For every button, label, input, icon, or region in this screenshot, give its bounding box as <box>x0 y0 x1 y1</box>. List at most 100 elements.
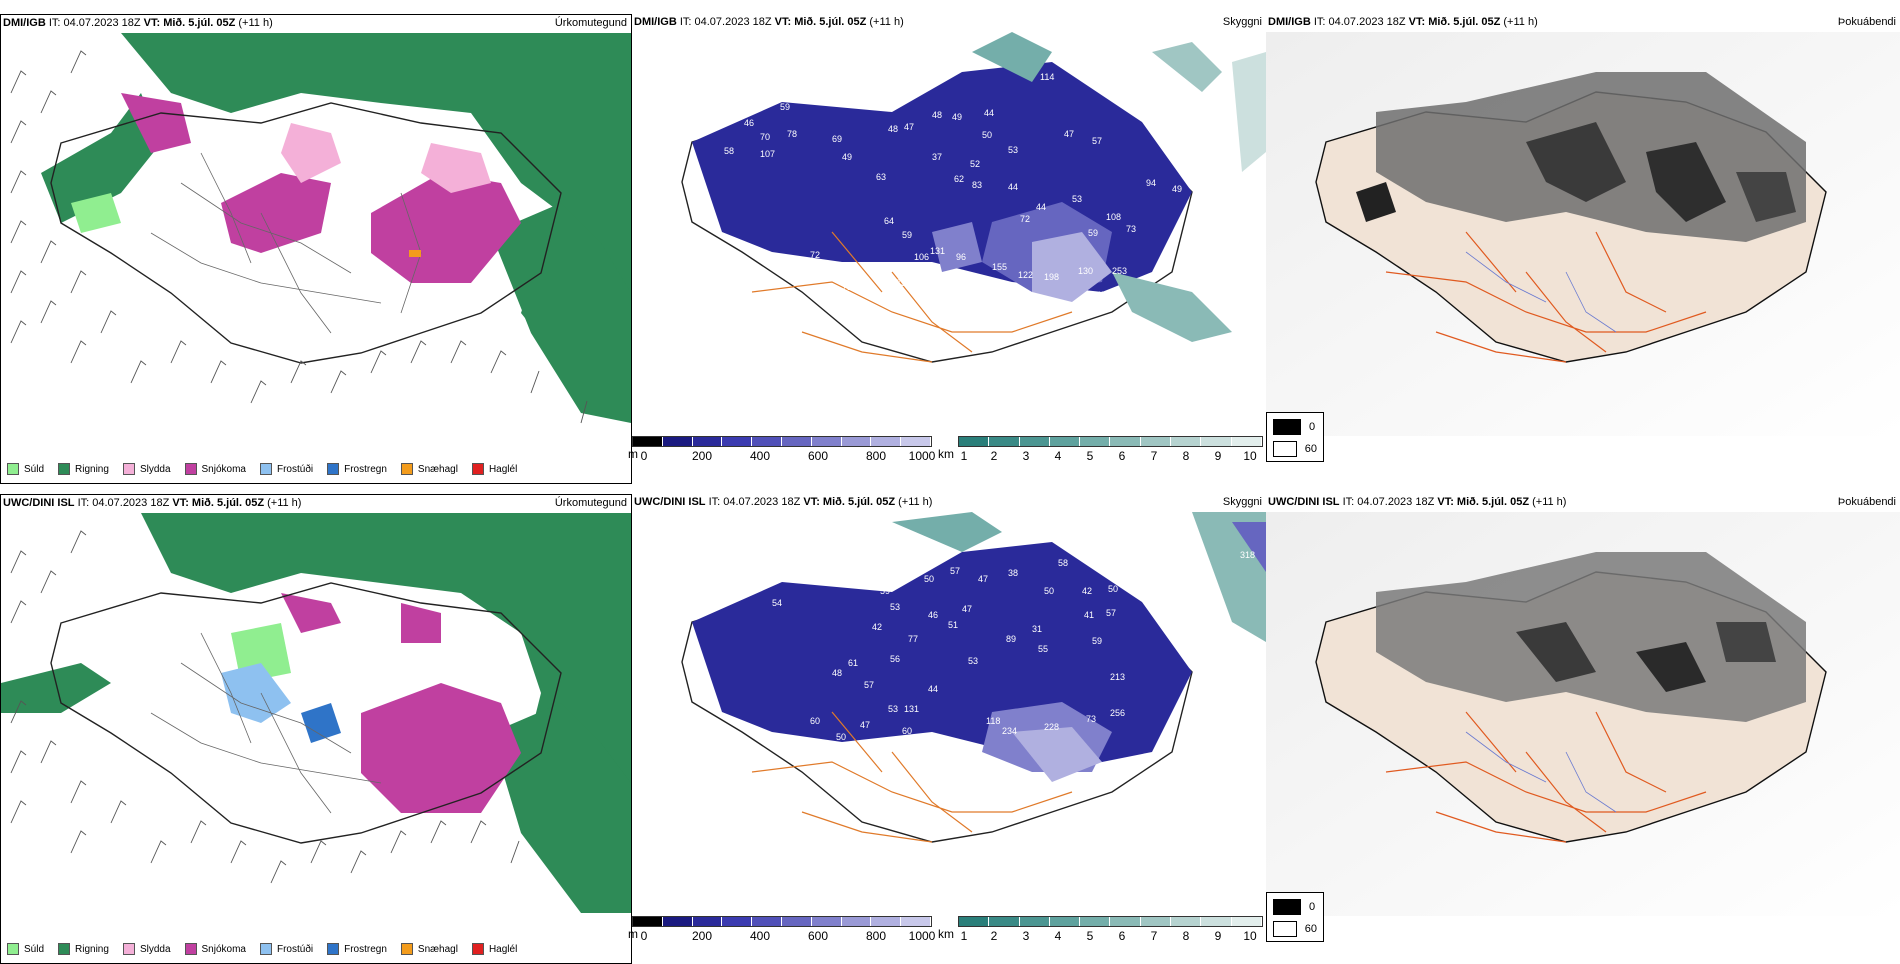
map-label: 50 <box>836 732 846 742</box>
map-label: 456 <box>1096 290 1111 300</box>
map-label: 44 <box>928 684 938 694</box>
map-label: 49 <box>842 152 852 162</box>
map-label: 83 <box>972 180 982 190</box>
map-label: 96 <box>956 252 966 262</box>
height-colorbar-swatches <box>632 436 932 447</box>
map-label: 69 <box>800 574 810 584</box>
map-label: 53 <box>1072 194 1082 204</box>
map-label: 44 <box>984 108 994 118</box>
precip-type-panel: DMI/IGB IT: 04.07.2023 18Z VT: Mið. 5.jú… <box>0 14 632 484</box>
precip-type-legend: Súld Rigning Slydda Snjókoma Frostúði Fr… <box>7 461 517 477</box>
height-colorbar: m 0 200 400 600 800 1000 <box>628 916 936 946</box>
legend-swatch <box>471 463 484 475</box>
map-label: 46 <box>928 610 938 620</box>
map-label: 50 <box>982 130 992 140</box>
map-label: 256 <box>1110 708 1125 718</box>
legend-item: Haglél <box>471 943 517 955</box>
panel-header: DMI/IGB IT: 04.07.2023 18Z VT: Mið. 5.jú… <box>1268 16 1896 28</box>
map-label: 44 <box>762 558 772 568</box>
map-label: 59 <box>880 586 890 596</box>
map-label: 253 <box>1112 266 1127 276</box>
map-label: 59 <box>1092 636 1102 646</box>
map-label: 48 <box>888 124 898 134</box>
map-label: 318 <box>1240 550 1255 560</box>
map-label: 52 <box>970 159 980 169</box>
map-label: 107 <box>760 149 775 159</box>
panel-header: UWC/DINI ISL IT: 04.07.2023 18Z VT: Mið.… <box>3 497 627 509</box>
map-label: 72 <box>1020 214 1030 224</box>
map-label: 58 <box>724 146 734 156</box>
map-label: 106 <box>914 252 929 262</box>
map-label: 46 <box>744 118 754 128</box>
map-label: 73 <box>1126 224 1136 234</box>
precip-type-legend: Súld Rigning Slydda Snjókoma Frostúði Fr… <box>7 941 517 957</box>
map-label: 47 <box>978 574 988 584</box>
fog-map-svg <box>1266 512 1900 916</box>
legend-item: Slydda <box>122 943 171 955</box>
map-label: 49 <box>1172 184 1182 194</box>
legend-item: Súld <box>7 463 44 475</box>
map-label: 73 <box>896 278 906 288</box>
map-label: 57 <box>864 680 874 690</box>
map-label: 89 <box>1006 634 1016 644</box>
map-label: 54 <box>772 598 782 608</box>
map-label: 47 <box>962 604 972 614</box>
legend-swatch <box>259 943 272 955</box>
map-label: 38 <box>1008 568 1018 578</box>
fog-map <box>1266 32 1900 441</box>
precip-type-panel: UWC/DINI ISL IT: 04.07.2023 18Z VT: Mið.… <box>0 494 632 964</box>
map-label: 49 <box>952 112 962 122</box>
map-label: 53 <box>890 602 900 612</box>
panel-title: Skyggni <box>1222 496 1262 508</box>
map-label: 228 <box>1044 722 1059 732</box>
map-label: 60 <box>810 716 820 726</box>
map-label: 60 <box>730 560 740 570</box>
map-label: 57 <box>1092 136 1102 146</box>
map-label: 59 <box>902 230 912 240</box>
panel-header: UWC/DINI ISL IT: 04.07.2023 18Z VT: Mið.… <box>634 496 1262 508</box>
visibility-unit: km <box>938 447 954 461</box>
height-ticks: 0 200 400 600 800 1000 <box>640 929 936 943</box>
map-label: 78 <box>787 129 797 139</box>
map-label: 72 <box>760 94 770 104</box>
legend-swatch <box>400 943 413 955</box>
legend-swatch <box>400 463 413 475</box>
map-label: 62 <box>776 540 786 550</box>
map-label: 63 <box>876 172 886 182</box>
map-label: 77 <box>908 634 918 644</box>
visibility-labels: 60 62 44 38 50 57 69 54 59 53 50 57 47 3… <box>730 540 1255 742</box>
map-label: 50 <box>1108 584 1118 594</box>
legend-item: Frostregn <box>327 463 387 475</box>
precip-map <box>1 513 631 922</box>
legend-swatch <box>327 463 340 475</box>
legend-swatch <box>184 943 197 955</box>
map-label: 94 <box>1146 178 1156 188</box>
map-label: 62 <box>954 174 964 184</box>
legend-swatch <box>58 943 71 955</box>
visibility-panel: UWC/DINI ISL IT: 04.07.2023 18Z VT: Mið.… <box>632 494 1266 964</box>
visibility-map-svg: 60 55 72 59 46 70 78 58 107 69 49 48 47 … <box>632 32 1266 436</box>
visibility-colorbar: km 1 2 3 4 5 6 7 8 9 10 <box>938 916 1263 946</box>
map-label: 61 <box>848 658 858 668</box>
map-label: 50 <box>924 574 934 584</box>
legend-item: Rigning <box>58 943 109 955</box>
map-label: 55 <box>772 76 782 86</box>
map-label: 31 <box>1032 624 1042 634</box>
map-label: 69 <box>832 134 842 144</box>
legend-swatch <box>58 463 71 475</box>
map-label: 47 <box>904 122 914 132</box>
panel-title: Úrkomutegund <box>554 17 627 29</box>
row-2: UWC/DINI ISL IT: 04.07.2023 18Z VT: Mið.… <box>0 494 1900 964</box>
map-label: 59 <box>780 102 790 112</box>
height-ticks: 0 200 400 600 800 1000 <box>640 449 936 463</box>
visibility-map: 60 62 44 38 50 57 69 54 59 53 50 57 47 3… <box>632 512 1266 921</box>
visibility-map: 60 55 72 59 46 70 78 58 107 69 49 48 47 … <box>632 32 1266 441</box>
legend-item: Haglél <box>471 463 517 475</box>
legend-item: Snæhagl <box>400 943 458 955</box>
visibility-map-svg: 60 62 44 38 50 57 69 54 59 53 50 57 47 3… <box>632 512 1266 916</box>
map-label: 57 <box>950 566 960 576</box>
panel-title: Skyggni <box>1222 16 1262 28</box>
fog-legend: 0 60 <box>1266 412 1324 462</box>
map-label: 53 <box>888 704 898 714</box>
legend-swatch <box>259 463 272 475</box>
